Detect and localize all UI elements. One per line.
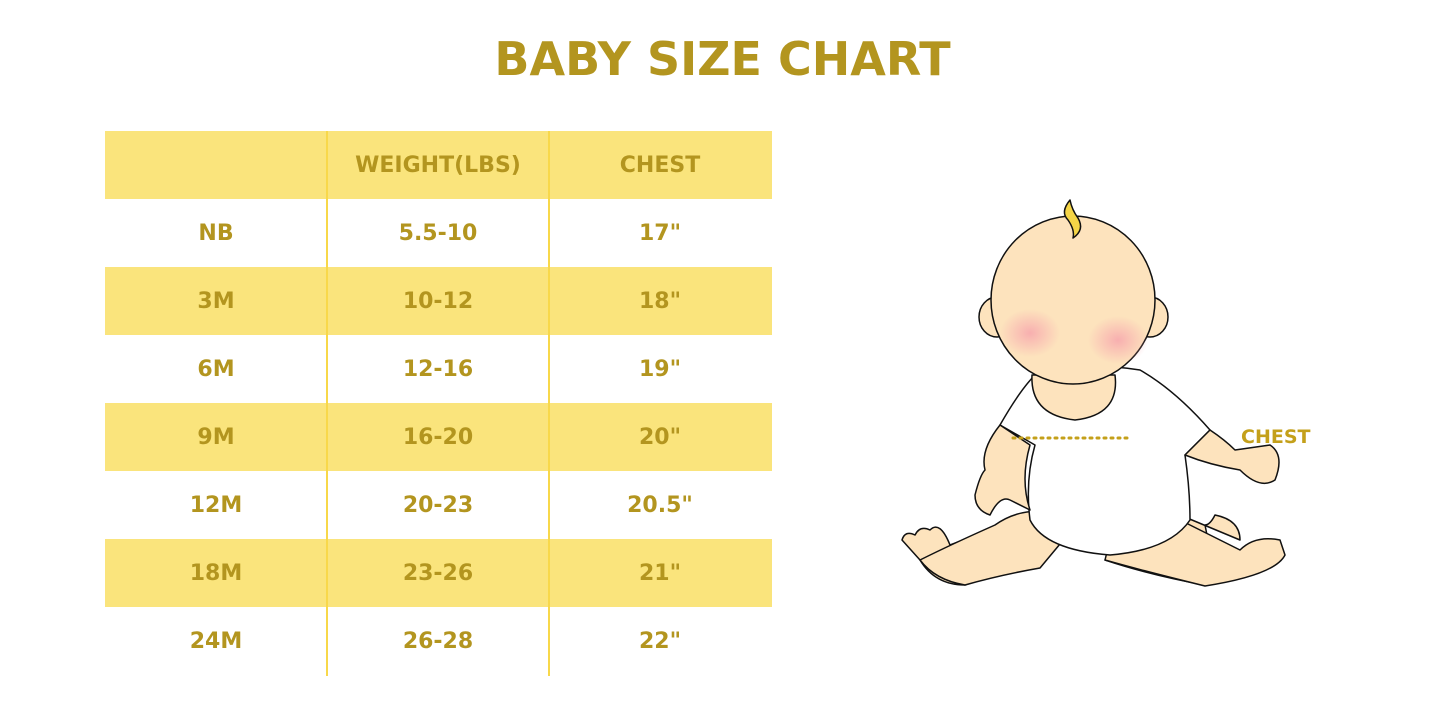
table-row: 3M 10-12 18" xyxy=(105,267,772,335)
header-cell xyxy=(105,131,327,199)
chest-cell: 22" xyxy=(638,628,682,654)
weight-cell: 12-16 xyxy=(402,356,474,382)
chest-cell: 20" xyxy=(638,424,682,450)
size-table: WEIGHT(LBS) CHEST NB 5.5-10 17" 3M 10-12… xyxy=(105,131,772,676)
size-cell: 12M xyxy=(189,492,243,518)
weight-cell: 23-26 xyxy=(402,560,474,586)
sitting-baby-illustration xyxy=(901,199,1286,587)
size-cell: 24M xyxy=(189,628,243,654)
chest-cell: 18" xyxy=(638,288,682,314)
chest-cell: 21" xyxy=(638,560,682,586)
header-cell: CHEST xyxy=(619,152,701,178)
table-row: NB 5.5-10 17" xyxy=(105,199,772,267)
table-row: 12M 20-23 20.5" xyxy=(105,471,772,539)
weight-cell: 20-23 xyxy=(402,492,474,518)
chest-cell: 20.5" xyxy=(627,492,693,518)
size-cell: NB xyxy=(198,220,234,246)
weight-cell: 5.5-10 xyxy=(398,220,478,246)
column-divider xyxy=(548,131,550,676)
chest-label: CHEST xyxy=(1241,426,1311,448)
table-row: 9M 16-20 20" xyxy=(105,403,772,471)
size-cell: 6M xyxy=(197,356,235,382)
weight-cell: 26-28 xyxy=(402,628,474,654)
page-title: BABY SIZE CHART xyxy=(494,32,951,86)
chest-cell: 19" xyxy=(638,356,682,382)
table-row: 18M 23-26 21" xyxy=(105,539,772,607)
chest-cell: 17" xyxy=(638,220,682,246)
table-row: 6M 12-16 19" xyxy=(105,335,772,403)
weight-cell: 10-12 xyxy=(402,288,474,314)
weight-cell: 16-20 xyxy=(402,424,474,450)
table-row: 24M 26-28 22" xyxy=(105,607,772,675)
column-divider xyxy=(326,131,328,676)
table-header-row: WEIGHT(LBS) CHEST xyxy=(105,131,772,199)
size-cell: 18M xyxy=(189,560,243,586)
size-cell: 3M xyxy=(197,288,235,314)
header-cell: WEIGHT(LBS) xyxy=(355,152,521,178)
size-cell: 9M xyxy=(197,424,235,450)
